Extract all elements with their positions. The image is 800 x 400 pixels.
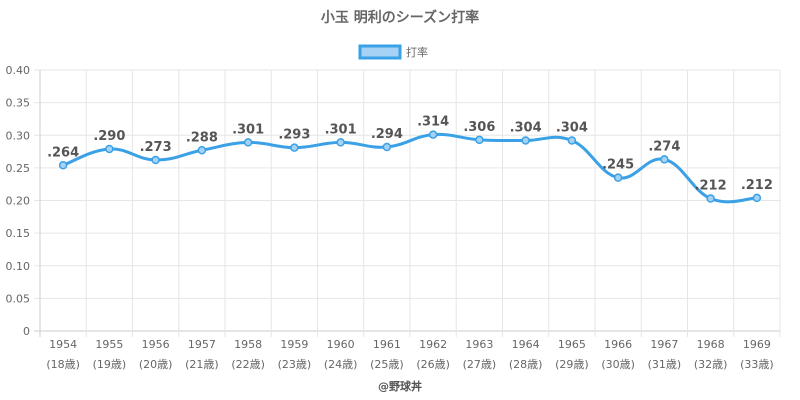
legend-swatch[interactable] bbox=[358, 44, 402, 60]
y-tick-label: 0.25 bbox=[6, 162, 31, 175]
data-point[interactable] bbox=[243, 138, 253, 147]
y-tick-label: 0.35 bbox=[6, 97, 31, 110]
data-point[interactable] bbox=[290, 143, 299, 152]
x-tick-age-label: (22歳) bbox=[231, 358, 265, 371]
x-tick-label: 1966 bbox=[604, 338, 632, 351]
x-tick-age-label: (30歳) bbox=[601, 358, 635, 371]
x-tick-age-label: (29歳) bbox=[555, 358, 589, 371]
x-tick-label: 1955 bbox=[95, 338, 123, 351]
x-tick-age-label: (18歳) bbox=[46, 358, 80, 371]
y-tick-label: 0.20 bbox=[6, 195, 31, 208]
x-tick-age-label: (20歳) bbox=[139, 358, 173, 371]
data-label: .304 bbox=[556, 120, 588, 135]
x-tick-age-label: (24歳) bbox=[324, 358, 358, 371]
data-label: .304 bbox=[510, 120, 542, 135]
data-label: .293 bbox=[278, 128, 310, 143]
y-axis: 0 0.05 0.10 0.15 0.20 0.25 0.30 0.35 0.40 bbox=[6, 64, 31, 338]
data-label: .274 bbox=[648, 139, 680, 154]
data-point[interactable] bbox=[58, 161, 68, 170]
x-tick-age-label: (27歳) bbox=[463, 358, 497, 371]
data-labels: .264 .290 .273 .288 .301 .293 .301 .294 .314 .306… bbox=[47, 115, 773, 194]
y-tick-label: 0.05 bbox=[6, 292, 31, 305]
x-tick-label: 1960 bbox=[327, 338, 355, 351]
series-line bbox=[62, 132, 757, 204]
x-tick-age-label: (31歳) bbox=[648, 358, 682, 371]
x-tick-label: 1962 bbox=[419, 338, 447, 351]
data-label: .212 bbox=[695, 179, 727, 194]
data-point[interactable] bbox=[567, 136, 577, 145]
data-point[interactable] bbox=[151, 155, 160, 165]
data-label: .273 bbox=[140, 140, 172, 155]
data-label: .301 bbox=[232, 122, 264, 137]
x-axis: 1954 (18歳) 1955 (19歳) 1956 (20歳) 1957 (21歳) 1958… bbox=[46, 338, 773, 371]
y-tick-label: 0.10 bbox=[6, 260, 31, 273]
data-point[interactable] bbox=[521, 136, 530, 145]
x-tick-label: 1954 bbox=[49, 338, 77, 351]
data-label: .264 bbox=[47, 145, 79, 160]
x-tick-age-label: (26歳) bbox=[416, 358, 450, 371]
x-tick-label: 1968 bbox=[697, 338, 725, 351]
data-label: .245 bbox=[602, 158, 634, 173]
x-tick-label: 1963 bbox=[465, 338, 493, 351]
data-label: .306 bbox=[463, 120, 495, 135]
data-label: .314 bbox=[417, 115, 449, 130]
data-point[interactable] bbox=[105, 144, 114, 154]
x-tick-label: 1957 bbox=[188, 338, 216, 351]
x-tick-age-label: (33歳) bbox=[740, 358, 774, 371]
x-tick-label: 1959 bbox=[280, 338, 308, 351]
data-label: .290 bbox=[93, 129, 125, 144]
x-tick-label: 1956 bbox=[142, 338, 170, 351]
x-tick-age-label: (32歳) bbox=[694, 358, 728, 371]
data-label: .301 bbox=[325, 122, 357, 137]
data-point[interactable] bbox=[382, 142, 392, 152]
data-label: .294 bbox=[371, 127, 403, 142]
data-point[interactable] bbox=[660, 155, 669, 164]
x-tick-label: 1965 bbox=[558, 338, 586, 351]
x-tick-age-label: (21歳) bbox=[185, 358, 219, 371]
chart-title: 小玉 明利のシーズン打率 bbox=[321, 9, 479, 26]
legend-label[interactable]: 打率 bbox=[406, 45, 428, 59]
y-tick-label: 0.40 bbox=[6, 64, 31, 77]
x-tick-label: 1967 bbox=[650, 338, 678, 351]
x-tick-label: 1964 bbox=[512, 338, 540, 351]
data-point[interactable] bbox=[706, 194, 715, 203]
x-tick-age-label: (19歳) bbox=[93, 358, 127, 371]
x-tick-label: 1958 bbox=[234, 338, 262, 351]
x-tick-label: 1961 bbox=[373, 338, 401, 351]
data-point[interactable] bbox=[336, 138, 345, 147]
data-label: .212 bbox=[741, 178, 773, 193]
x-tick-label: 1969 bbox=[743, 338, 771, 351]
y-tick-label: 0 bbox=[23, 325, 30, 338]
data-point[interactable] bbox=[428, 130, 438, 139]
credit: @野球丼 bbox=[378, 379, 422, 393]
y-tick-label: 0.30 bbox=[6, 129, 31, 142]
x-tick-age-label: (25歳) bbox=[370, 358, 404, 371]
series bbox=[58, 130, 762, 204]
data-label: .288 bbox=[186, 130, 218, 145]
grid bbox=[34, 69, 781, 337]
x-tick-age-label: (23歳) bbox=[278, 358, 312, 371]
data-point[interactable] bbox=[197, 146, 207, 155]
y-tick-label: 0.15 bbox=[6, 227, 31, 240]
data-point[interactable] bbox=[613, 173, 623, 182]
data-point[interactable] bbox=[475, 135, 484, 145]
x-tick-age-label: (28歳) bbox=[509, 358, 543, 371]
data-point[interactable] bbox=[752, 193, 762, 203]
